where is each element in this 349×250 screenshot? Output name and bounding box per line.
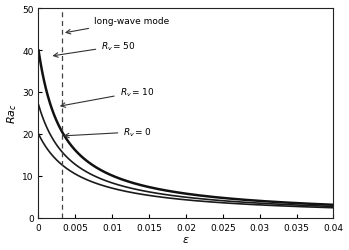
X-axis label: ε: ε	[183, 234, 189, 244]
Y-axis label: $Ra_c$: $Ra_c$	[6, 103, 19, 124]
Text: long-wave mode: long-wave mode	[66, 17, 169, 35]
Text: $R_v = 0$: $R_v = 0$	[65, 126, 152, 138]
Text: $R_v = 10$: $R_v = 10$	[61, 86, 154, 108]
Text: $R_v = 50$: $R_v = 50$	[53, 40, 135, 58]
